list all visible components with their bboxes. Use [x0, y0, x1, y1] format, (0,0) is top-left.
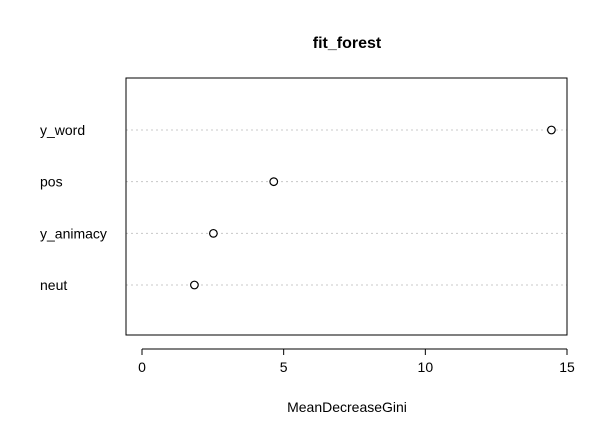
- guide-lines: [126, 129, 567, 286]
- chart-title: fit_forest: [313, 35, 382, 52]
- category-label: y_animacy: [40, 225, 107, 241]
- data-point: [547, 125, 556, 135]
- category-label: pos: [40, 174, 63, 190]
- category-label: neut: [40, 277, 67, 293]
- data-point: [190, 280, 199, 290]
- data-points: [190, 125, 556, 290]
- x-tick-label: 0: [138, 359, 146, 375]
- data-point: [269, 177, 279, 187]
- x-axis: 0 5 10 15: [138, 348, 575, 375]
- category-label: y_word: [40, 122, 85, 138]
- x-tick-label: 5: [280, 359, 288, 375]
- x-axis-label: MeanDecreaseGini: [287, 399, 407, 415]
- plot-frame: [125, 77, 568, 336]
- x-tick-label: 15: [559, 359, 575, 375]
- x-tick-label: 10: [418, 359, 434, 375]
- data-point: [208, 228, 218, 238]
